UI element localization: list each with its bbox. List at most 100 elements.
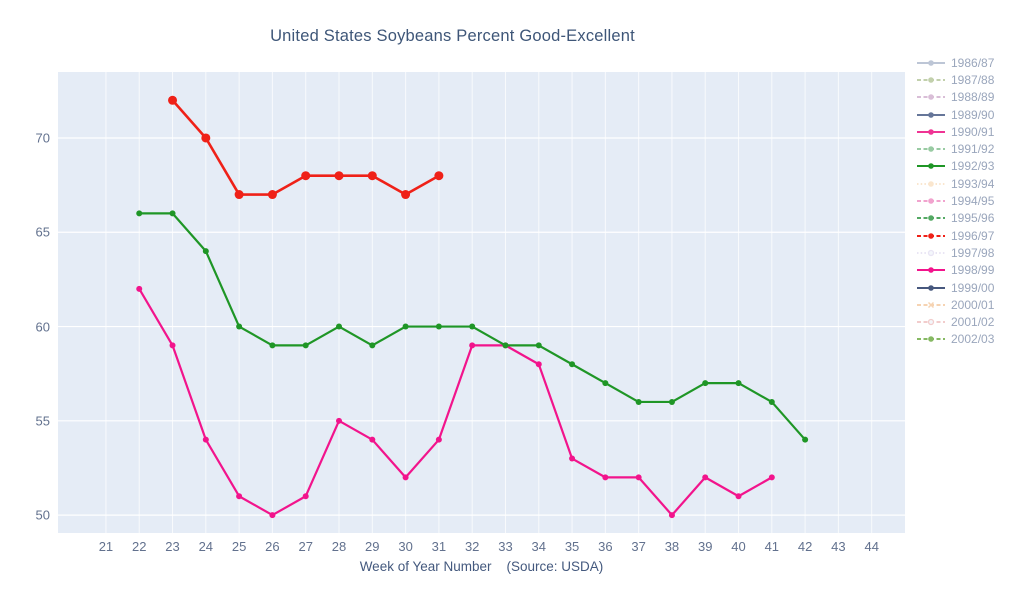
- data-point-1996-97[interactable]: [334, 171, 344, 181]
- data-point-1992-93[interactable]: [169, 210, 176, 217]
- data-point-1990-91[interactable]: [202, 436, 209, 443]
- data-point-1990-91[interactable]: [602, 474, 609, 481]
- x-tick-label: 21: [98, 539, 114, 554]
- data-point-1996-97[interactable]: [301, 171, 311, 181]
- legend-item-1986-87[interactable]: 1986/87: [916, 54, 994, 71]
- data-point-1990-91[interactable]: [369, 436, 376, 443]
- data-point-1990-91[interactable]: [336, 417, 343, 424]
- x-tick-label: 30: [398, 539, 413, 554]
- legend-item-1993-94[interactable]: 1993/94: [916, 175, 994, 192]
- legend-item-label: 1996/97: [951, 228, 995, 243]
- legend-marker-dot: [928, 232, 934, 239]
- data-point-1990-91[interactable]: [535, 361, 542, 368]
- data-point-1992-93[interactable]: [702, 380, 709, 387]
- legend-item-1996-97[interactable]: 1996/97: [916, 227, 994, 244]
- data-point-1992-93[interactable]: [602, 380, 609, 387]
- data-point-1992-93[interactable]: [236, 323, 243, 330]
- legend-line-icon: [917, 318, 945, 326]
- data-point-1992-93[interactable]: [569, 361, 576, 368]
- data-point-1992-93[interactable]: [535, 342, 542, 349]
- data-point-1992-93[interactable]: [402, 323, 409, 330]
- legend-item-1991-92[interactable]: 1991/92: [916, 140, 994, 157]
- data-point-1992-93[interactable]: [768, 398, 775, 405]
- legend-item-label: 2002/03: [951, 332, 995, 347]
- legend-item-1989-90[interactable]: 1989/90: [916, 106, 994, 123]
- data-point-1990-91[interactable]: [169, 342, 176, 349]
- legend-item-1987-88[interactable]: 1987/88: [916, 71, 994, 88]
- legend-item-2001-02[interactable]: 2001/02: [916, 313, 994, 330]
- legend-marker-dot: [928, 163, 934, 170]
- x-tick-label: 26: [265, 539, 280, 554]
- legend-line-icon: [917, 180, 945, 187]
- legend-marker-dot: [928, 59, 934, 66]
- data-point-1990-91[interactable]: [469, 342, 476, 349]
- y-tick-label: 60: [35, 319, 50, 335]
- data-point-1992-93[interactable]: [136, 210, 143, 217]
- legend-item-1995-96[interactable]: 1995/96: [916, 210, 994, 227]
- data-point-1990-91[interactable]: [702, 474, 709, 481]
- data-point-1996-97[interactable]: [267, 190, 277, 200]
- legend-item-1997-98[interactable]: 1997/98: [916, 244, 994, 261]
- x-tick-label: 43: [831, 539, 846, 554]
- legend-item-1992-93[interactable]: 1992/93: [916, 158, 994, 175]
- legend-item-1988-89[interactable]: 1988/89: [916, 89, 994, 106]
- data-point-1992-93[interactable]: [202, 248, 209, 255]
- data-point-1992-93[interactable]: [435, 323, 442, 330]
- x-tick-label: 42: [797, 539, 813, 554]
- data-point-1990-91[interactable]: [136, 285, 143, 292]
- data-point-1992-93[interactable]: [635, 398, 642, 405]
- legend-item-label: 2000/01: [951, 297, 995, 312]
- x-tick-label: 31: [431, 539, 447, 554]
- legend-marker-dot: [928, 111, 934, 118]
- data-point-1990-91[interactable]: [236, 493, 243, 500]
- data-point-1996-97[interactable]: [201, 133, 211, 143]
- x-tick-label: 37: [631, 539, 646, 554]
- data-point-1992-93[interactable]: [668, 398, 675, 405]
- data-point-1992-93[interactable]: [469, 323, 476, 330]
- legend-marker-open-circle: [927, 249, 935, 257]
- data-point-1990-91[interactable]: [302, 493, 309, 500]
- data-point-1990-91[interactable]: [668, 512, 675, 519]
- legend-line-icon: [917, 215, 945, 222]
- data-point-1992-93[interactable]: [369, 342, 376, 349]
- data-point-1996-97[interactable]: [434, 171, 444, 181]
- legend-marker-dot: [928, 180, 934, 187]
- data-point-1990-91[interactable]: [569, 455, 576, 462]
- legend-marker-dot: [928, 215, 934, 222]
- legend-item-1998-99[interactable]: 1998/99: [916, 262, 994, 279]
- legend-item-2002-03[interactable]: 2002/03: [916, 331, 994, 348]
- x-tick-label: 38: [664, 539, 680, 554]
- data-point-1992-93[interactable]: [336, 323, 343, 330]
- legend-item-1994-95[interactable]: 1994/95: [916, 192, 994, 209]
- data-point-1992-93[interactable]: [269, 342, 276, 349]
- legend-marker-dot: [928, 146, 934, 152]
- x-tick-label: 35: [564, 539, 580, 554]
- data-point-1990-91[interactable]: [269, 512, 276, 519]
- data-point-1992-93[interactable]: [502, 342, 509, 349]
- legend-item-label: 2001/02: [951, 315, 995, 330]
- legend-marker-dot: [928, 267, 934, 274]
- data-point-1996-97[interactable]: [168, 95, 178, 105]
- y-tick-label: 65: [35, 224, 50, 240]
- data-point-1990-91[interactable]: [635, 474, 642, 481]
- data-point-1996-97[interactable]: [367, 171, 377, 181]
- legend-item-label: 1994/95: [951, 194, 995, 209]
- legend-item-1999-00[interactable]: 1999/00: [916, 279, 994, 296]
- legend-item-label: 1991/92: [951, 142, 995, 157]
- legend-marker-x: [927, 301, 935, 308]
- data-point-1992-93[interactable]: [735, 380, 742, 387]
- data-point-1990-91[interactable]: [768, 474, 775, 481]
- plot-area[interactable]: [58, 72, 905, 533]
- data-point-1990-91[interactable]: [402, 474, 409, 481]
- data-point-1990-91[interactable]: [735, 493, 742, 500]
- data-point-1992-93[interactable]: [302, 342, 309, 349]
- data-point-1996-97[interactable]: [401, 190, 411, 200]
- legend-item-1990-91[interactable]: 1990/91: [916, 123, 994, 140]
- legend: 1986/87 1987/88 1988/89 1989/90 1990/91 1991/…: [916, 54, 994, 348]
- data-point-1990-91[interactable]: [435, 436, 442, 443]
- legend-marker-open-circle: [927, 318, 935, 326]
- legend-item-2000-01[interactable]: 2000/01: [916, 296, 994, 313]
- data-point-1992-93[interactable]: [802, 436, 809, 443]
- data-point-1996-97[interactable]: [234, 190, 244, 200]
- legend-marker-dot: [928, 129, 934, 135]
